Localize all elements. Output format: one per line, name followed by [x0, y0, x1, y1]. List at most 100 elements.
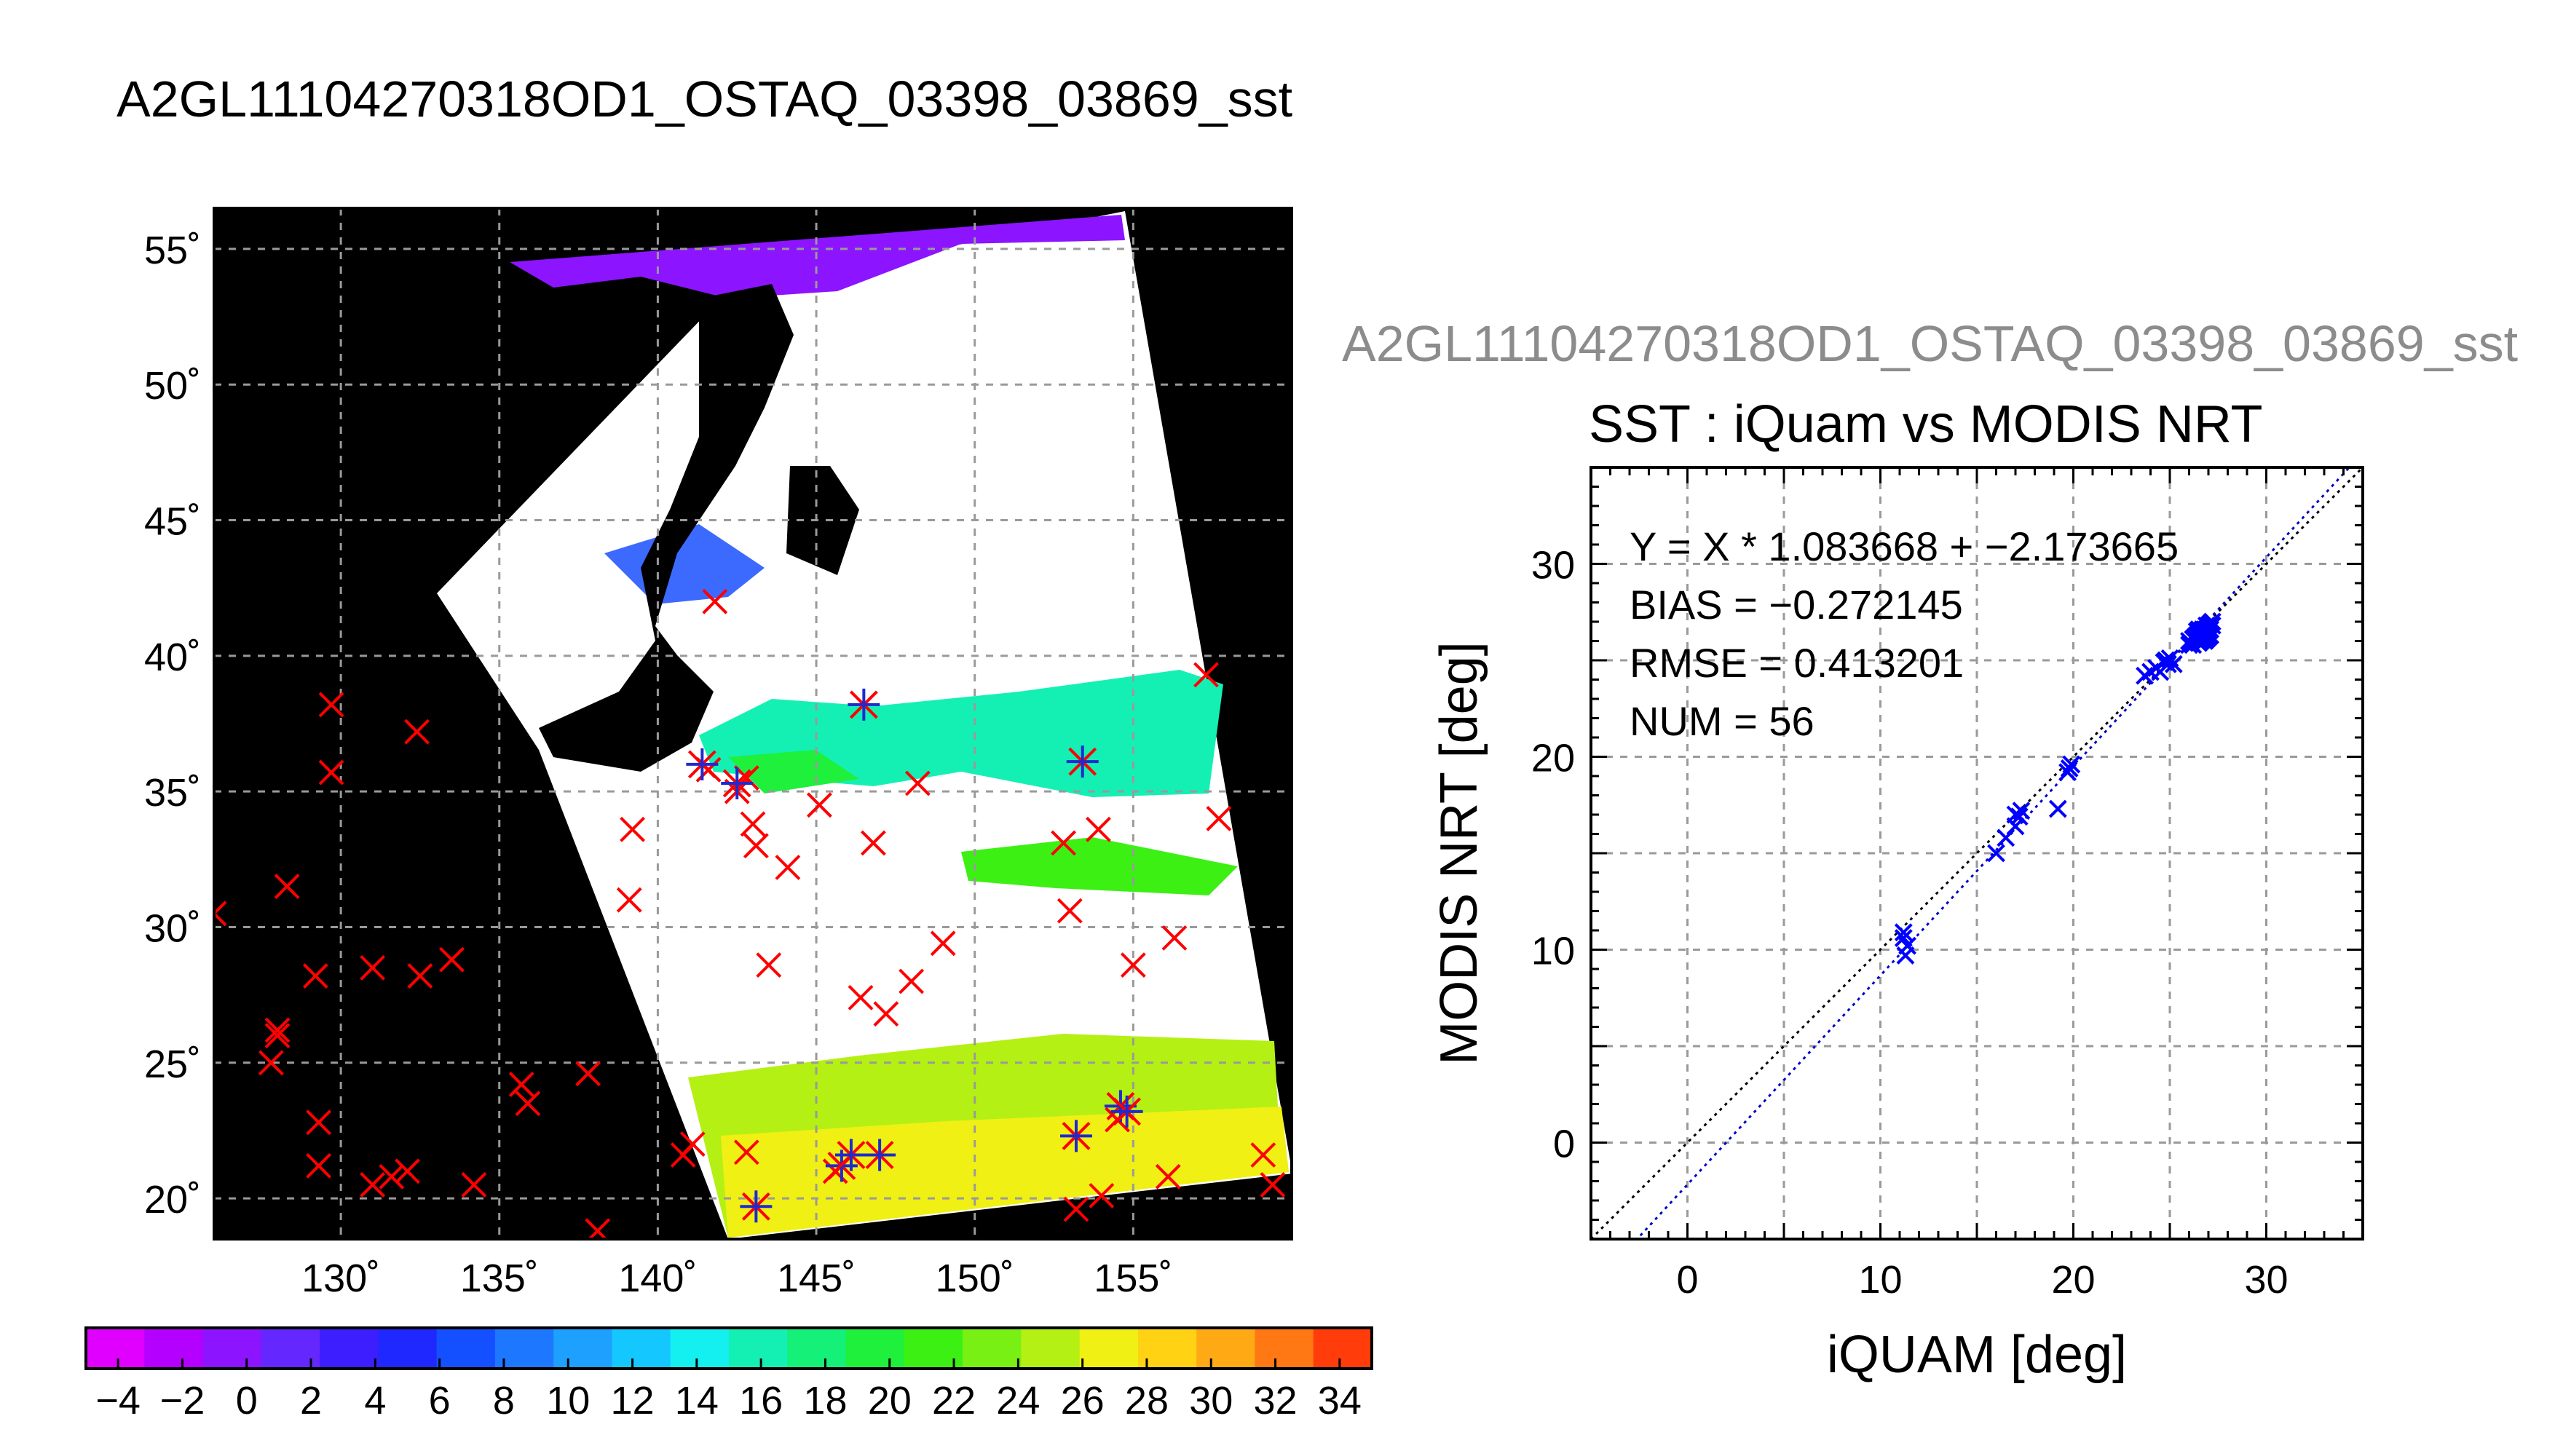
insitu-marker [404, 719, 430, 745]
lon-tick-label: 135˚ [460, 1257, 539, 1300]
data-point [2203, 616, 2222, 635]
insitu-marker [620, 816, 646, 842]
lon-tick-label: 155˚ [1094, 1257, 1172, 1300]
colorbar-label: 26 [1061, 1379, 1105, 1423]
insitu-marker [508, 1072, 534, 1098]
insitu-marker [407, 963, 433, 989]
colorbar-label: 30 [1189, 1379, 1233, 1423]
matchup-marker [864, 1139, 896, 1171]
colorbar-label: 8 [493, 1379, 515, 1423]
scatter-plot: 0 0 10 10 20 20 30 30 Y = X * 1.083668 + −2.173… [1430, 466, 2364, 1384]
rmse-value: RMSE = 0.413201 [1630, 640, 1964, 686]
insitu-marker [306, 1152, 332, 1179]
japan-landmass [539, 284, 794, 772]
swath-yellow [721, 1107, 1289, 1238]
data-point [1894, 923, 1913, 942]
insitu-marker [575, 1061, 601, 1087]
y-tick-label: 20 [1531, 737, 1575, 780]
colorbar-cell [1196, 1328, 1256, 1369]
scatter-grid [1591, 467, 2363, 1239]
insitu-marker [702, 588, 728, 614]
colorbar-cell [612, 1328, 671, 1369]
lon-tick-label: 150˚ [936, 1257, 1014, 1300]
insitu-marker [1051, 830, 1077, 856]
map-grid [214, 208, 1292, 1239]
insitu-marker [873, 1001, 899, 1027]
insitu-marker [1057, 898, 1083, 924]
insitu-marker [733, 1139, 759, 1166]
lat-tick-label: 55˚ [144, 229, 201, 272]
map-marks [214, 588, 1286, 1239]
lon-tick-label: 145˚ [777, 1257, 856, 1300]
colorbar-label: 32 [1254, 1379, 1298, 1423]
insitu-marker [1193, 662, 1219, 688]
insitu-marker [1120, 952, 1146, 978]
colorbar-cell [670, 1328, 730, 1369]
y-tick-label: 0 [1553, 1123, 1575, 1166]
scatter-file-label: A2GL11104270318OD1_OSTAQ_03398_03869_sst [1342, 315, 2519, 372]
colorbar-cell [1313, 1328, 1373, 1369]
matchup-marker [834, 1139, 867, 1171]
insitu-marker [264, 1023, 291, 1048]
sst-map: 55˚ 50˚ 45˚ 40˚ 35˚ 30˚ 25˚ 20˚ 130˚ 135˚ 140˚ 145˚… [144, 207, 1293, 1300]
colorbar-cell [202, 1328, 262, 1369]
colorbar: −4 −2 0 2 4 6 8 10 12 14 16 18 20 22 24 26 28 30 32 34 [84, 1326, 1373, 1423]
insitu-marker [1155, 1163, 1181, 1190]
insitu-marker [214, 901, 227, 927]
data-point [1896, 946, 1915, 965]
y-tick-label: 10 [1531, 930, 1575, 973]
matchup-marker [1060, 1120, 1092, 1152]
bias-value: BIAS = −0.272145 [1630, 582, 1963, 628]
lon-tick-label: 140˚ [618, 1257, 697, 1300]
matchup-marker [1066, 745, 1099, 778]
colorbar-cell [787, 1328, 847, 1369]
colorbar-label: 12 [611, 1379, 655, 1423]
insitu-marker [515, 1091, 541, 1117]
insitu-marker [274, 874, 300, 899]
insitu-marker [679, 1131, 706, 1157]
data-point [1987, 844, 2005, 863]
colorbar-label: −4 [95, 1379, 141, 1423]
insitu-marker [264, 1017, 291, 1043]
colorbar-label: 22 [932, 1379, 976, 1423]
x-axis-label: iQUAM [deg] [1827, 1326, 2127, 1384]
colorbar-label: 6 [429, 1379, 451, 1423]
x-tick-label: 0 [1676, 1258, 1698, 1302]
insitu-marker [258, 1050, 284, 1076]
data-point [2010, 807, 2029, 826]
lat-tick-label: 40˚ [144, 636, 201, 679]
colorbar-label: 20 [868, 1379, 912, 1423]
x-tick-label: 30 [2244, 1258, 2288, 1302]
insitu-marker [306, 1109, 332, 1136]
insitu-marker [318, 759, 344, 786]
insitu-marker [756, 952, 782, 978]
swath-green-patch [728, 750, 859, 794]
data-point [2187, 622, 2206, 641]
colorbar-label: 34 [1318, 1379, 1362, 1423]
swath-green-mid [961, 837, 1238, 895]
fit-equation: Y = X * 1.083668 + −2.173665 [1630, 523, 2179, 569]
map-frame [213, 207, 1293, 1241]
insitu-marker [904, 770, 931, 796]
insitu-marker [379, 1163, 405, 1190]
lat-tick-label: 35˚ [144, 771, 201, 815]
matchup-marker [1110, 1095, 1143, 1128]
y-axis-label: MODIS NRT [deg] [1430, 641, 1488, 1065]
lat-tick-label: 50˚ [144, 364, 201, 408]
insitu-marker [860, 830, 886, 856]
colorbar-cell [378, 1328, 438, 1369]
colorbar-cell [553, 1328, 613, 1369]
insitu-marker [740, 811, 766, 837]
colorbar-cell [1255, 1328, 1314, 1369]
insitu-marker [1086, 816, 1111, 842]
colorbar-cell [144, 1328, 204, 1369]
hokkaido-east [786, 466, 859, 575]
matchup-marker [740, 1190, 773, 1223]
data-point [2060, 759, 2079, 778]
lat-tick-label: 30˚ [144, 906, 201, 950]
colorbar-label: 0 [236, 1379, 258, 1423]
matchup-marker [848, 688, 880, 721]
colorbar-label: 18 [803, 1379, 847, 1423]
insitu-marker [899, 968, 925, 994]
insitu-marker [848, 984, 874, 1010]
